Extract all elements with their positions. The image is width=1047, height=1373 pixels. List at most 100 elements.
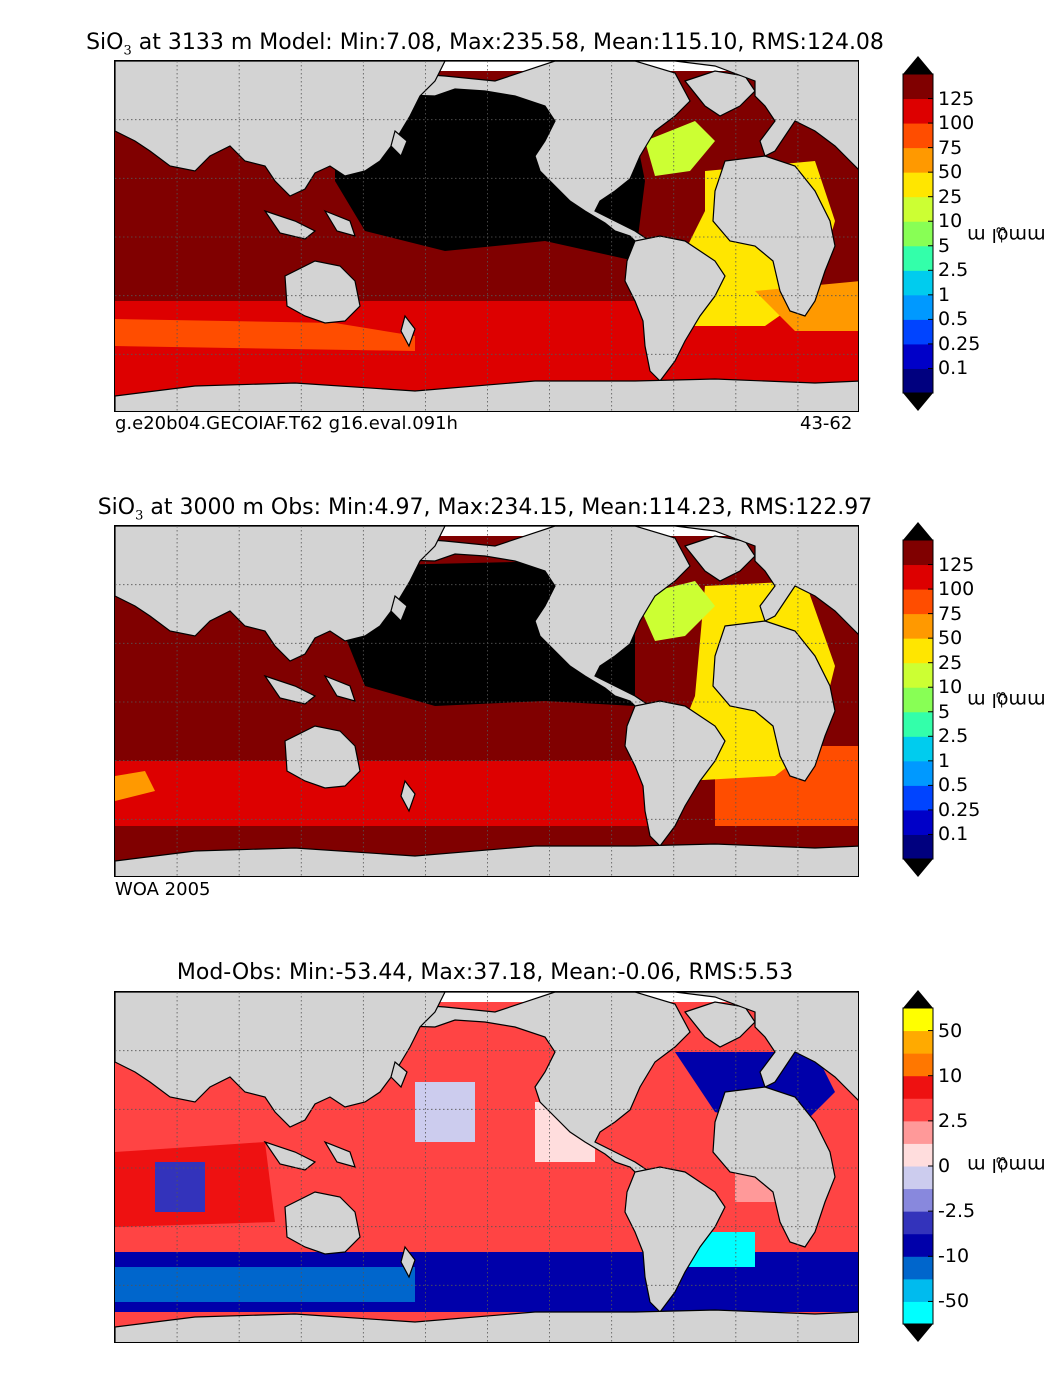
panel3-colorbar-label: mmol m −3 [966,1154,1046,1177]
panel1-colorbar [902,56,934,411]
ocean-region [115,771,155,801]
land-mass [115,61,446,197]
colorbar-swatch [903,319,933,345]
colorbar-swatch [903,760,933,786]
colorbar-swatch [903,1053,933,1077]
colorbar-tick-label: 75 [938,136,963,159]
land-mass [115,1309,858,1342]
land-mass [323,674,356,702]
colorbar-extend-max [903,990,933,1008]
colorbar-swatch [903,1233,933,1257]
land-mass [712,155,836,317]
land-mass [683,1001,756,1048]
land-mass [263,674,317,705]
colorbar-tick-label: 0.25 [938,798,981,821]
colorbar-tick-label: -10 [938,1245,970,1268]
colorbar-tick-label: 125 [938,87,975,110]
colorbar-tick-label: 0.1 [938,823,969,846]
land-mass [624,235,726,382]
colorbar-extend-min [903,859,933,877]
colorbar-swatch [903,1188,933,1212]
colorbar-tick-label: 2.5 [938,725,969,748]
ocean-region [645,121,715,176]
colorbar-swatch [903,1256,933,1280]
land-mass [115,843,858,876]
colorbar-tick-label: 0.25 [938,332,981,355]
colorbar-tick-label: 25 [938,185,963,208]
colorbar-swatch [903,74,933,100]
colorbar-extend-min [903,393,933,411]
colorbar-extend-max [903,56,933,74]
land-mass [390,1060,408,1089]
colorbar-tick-label: 1 [938,749,951,772]
colorbar-swatch [903,196,933,222]
panel1-footer-left: g.e20b04.GECOIAF.T62 g16.eval.091h [115,413,458,434]
colorbar-swatch [903,834,933,860]
colorbar-swatch [903,270,933,296]
land-mass [400,314,416,348]
colorbar-swatch [903,1120,933,1144]
colorbar-swatch [903,736,933,762]
panel1-map [114,60,859,412]
land-mass [115,61,858,170]
colorbar-tick-label: 5 [938,700,951,723]
colorbar-tick-label: 10 [938,1064,963,1087]
colorbar-swatch [903,785,933,811]
colorbar-swatch [903,687,933,713]
panel3-map [114,991,859,1343]
land-mass [390,129,408,158]
colorbar-tick-label: 0.5 [938,308,969,331]
land-mass [323,1140,356,1168]
colorbar-swatch [903,638,933,664]
colorbar-swatch [903,368,933,394]
land-mass [115,526,858,635]
colorbar-swatch [903,1211,933,1235]
panel2-footer-left: WOA 2005 [115,879,211,900]
land-mass [115,526,691,718]
colorbar-swatch [903,1030,933,1054]
colorbar-extend-max [903,522,933,540]
ocean-region [415,1082,475,1142]
panel3-title: Mod-Obs: Min:-53.44, Max:37.18, Mean:-0.… [176,960,794,985]
land-mass [115,992,446,1128]
land-mass [712,1086,836,1248]
colorbar-swatch [903,1008,933,1032]
ocean-region [115,319,415,351]
ocean-region [115,761,655,826]
panel3-colorbar [902,990,934,1342]
panel1-title: SiO3 at 3133 m Model: Min:7.08, Max:235.… [86,30,884,59]
colorbar-swatch [903,1098,933,1122]
land-mass [400,779,416,813]
colorbar-tick-label: 0.5 [938,774,969,797]
panel1-footer-right: 43-62 [800,413,853,434]
colorbar-tick-label: 2.5 [938,1109,969,1132]
colorbar-swatch [903,564,933,590]
land-mass [115,61,691,253]
colorbar-tick-label: 0.1 [938,357,969,380]
colorbar-swatch [903,809,933,835]
land-mass [263,209,317,240]
colorbar-swatch [903,294,933,320]
land-mass [284,1191,361,1255]
land-mass [683,535,756,582]
colorbar-swatch [903,1143,933,1167]
colorbar-tick-label: -50 [938,1290,970,1313]
colorbar-swatch [903,1166,933,1190]
colorbar-swatch [903,172,933,198]
colorbar-swatch [903,147,933,173]
colorbar-swatch [903,98,933,124]
land-mass [115,992,858,1101]
colorbar-tick-label: 10 [938,210,963,233]
panel1-colorbar-label: mmol m −3 [966,224,1046,247]
colorbar-swatch [903,589,933,615]
colorbar-tick-label: 100 [938,112,975,135]
colorbar-tick-label: 50 [938,1019,963,1042]
colorbar-tick-label: -2.5 [938,1200,976,1223]
land-mass [390,594,408,623]
colorbar-tick-label: 1 [938,283,951,306]
colorbar-swatch [903,613,933,639]
colorbar-swatch [903,1075,933,1099]
land-mass [284,725,361,789]
land-mass [115,992,691,1184]
colorbar-tick-label: 0 [938,1155,951,1177]
